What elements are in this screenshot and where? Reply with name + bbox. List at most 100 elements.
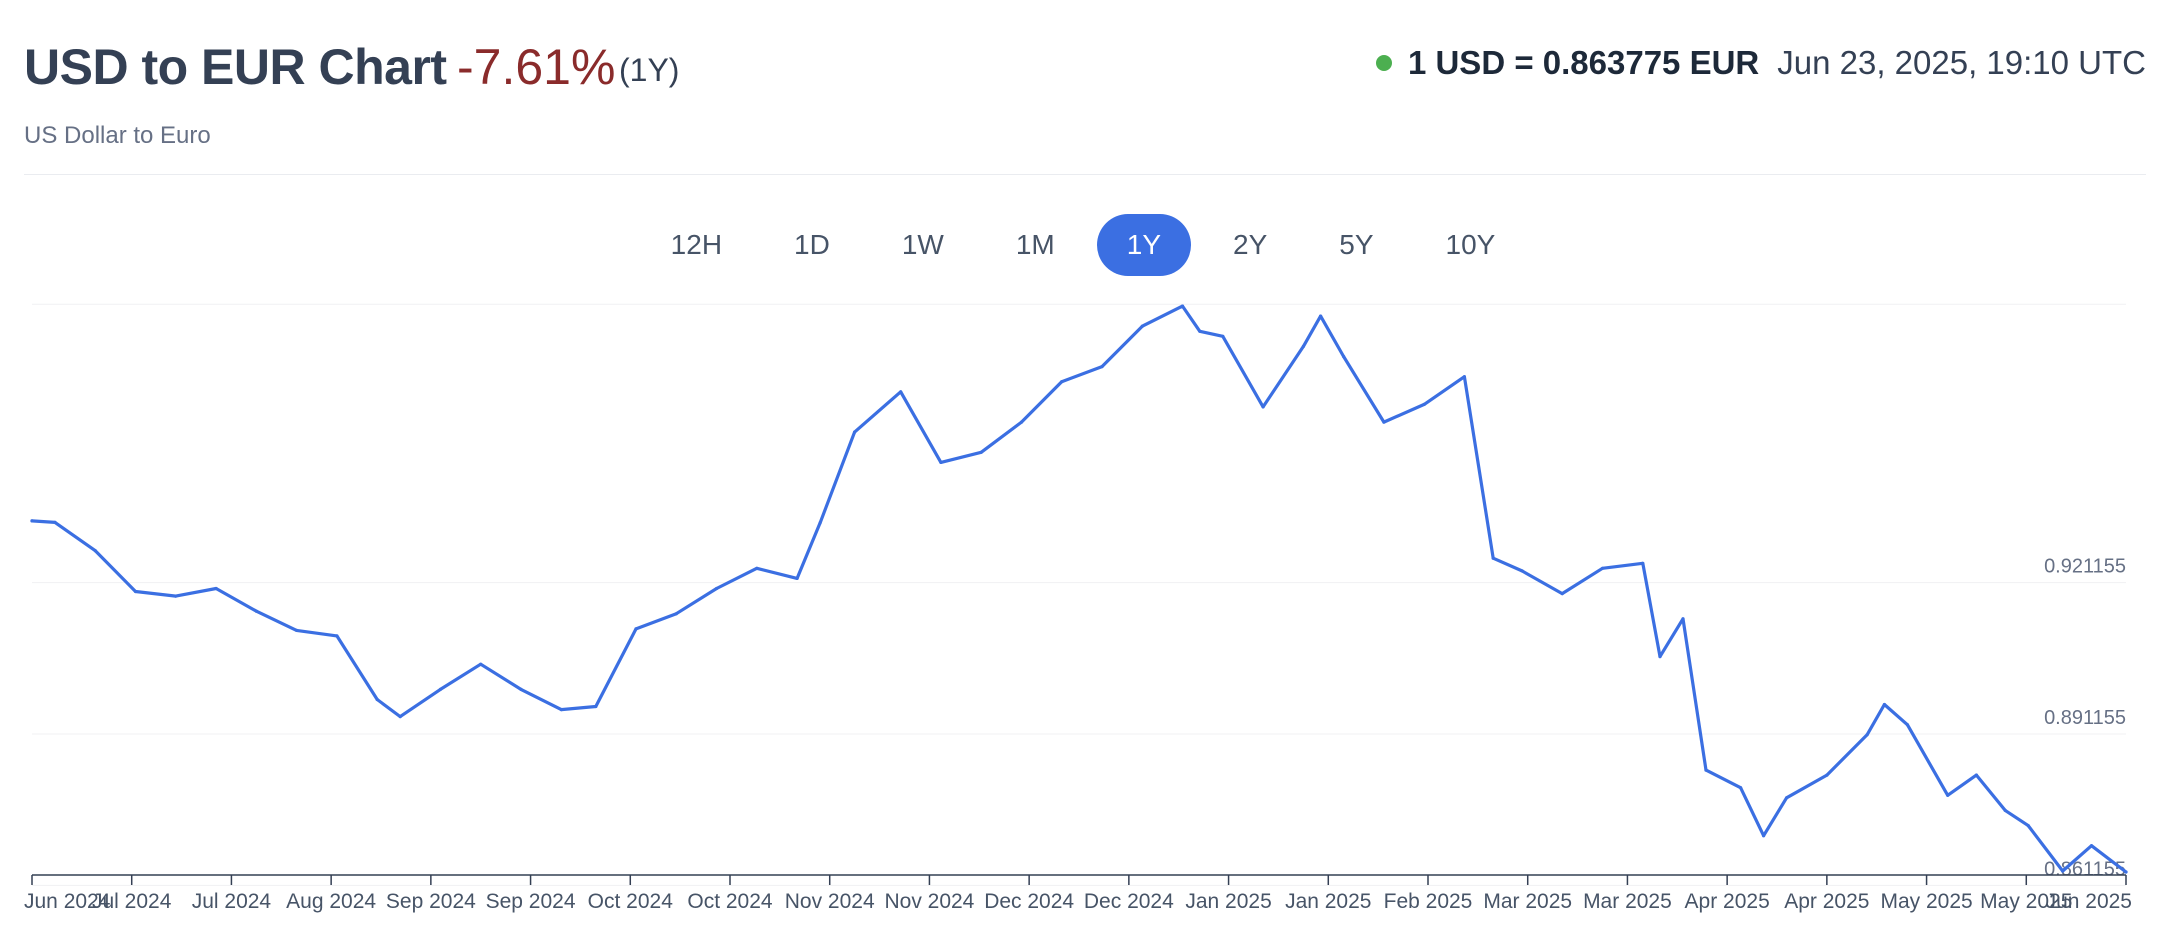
x-tick-label: Oct 2024: [588, 890, 674, 913]
tab-1m[interactable]: 1M: [1015, 229, 1055, 260]
data-point: [1882, 702, 1886, 707]
data-point: [1600, 566, 1605, 570]
x-tick-label: Sep 2024: [486, 890, 576, 913]
data-point: [2003, 808, 2007, 812]
data-point: [1865, 733, 1869, 737]
x-tick-label: Jan 2025: [1185, 890, 1271, 913]
x-tick-label: May 2025: [1880, 890, 1972, 913]
data-point: [559, 708, 563, 712]
data-point: [93, 549, 97, 553]
data-point: [1974, 773, 1978, 777]
data-point: [2061, 869, 2065, 873]
data-point: [1422, 402, 1426, 406]
tab-5y[interactable]: 5Y: [1339, 229, 1374, 260]
data-point: [1019, 420, 1024, 424]
data-point: [1491, 556, 1495, 560]
data-point: [1704, 768, 1708, 772]
change-period: (1Y): [619, 52, 680, 88]
x-tick-label: Sep 2024: [386, 890, 476, 913]
percent-change: -7.61%: [457, 39, 616, 95]
data-point: [1825, 773, 1829, 777]
header-divider: [24, 174, 2146, 175]
tab-1d[interactable]: 1D: [794, 229, 830, 260]
data-point: [1221, 334, 1225, 338]
data-point: [1060, 380, 1064, 384]
tab-12h[interactable]: 12H: [670, 229, 723, 260]
data-point: [755, 566, 759, 570]
data-point: [214, 586, 218, 591]
x-tick-label: Mar 2025: [1483, 890, 1572, 913]
data-point: [939, 460, 943, 464]
x-tick-label: Aug 2024: [286, 890, 376, 913]
x-tick-label: Dec 2024: [1084, 890, 1174, 913]
tab-10y[interactable]: 10Y: [1445, 229, 1496, 260]
data-point: [674, 612, 678, 616]
data-point: [979, 450, 983, 454]
data-point: [1785, 796, 1789, 800]
data-point: [1739, 786, 1743, 790]
data-point: [1382, 420, 1386, 424]
x-tick-label: Jun 2024: [24, 890, 111, 913]
data-point: [1180, 304, 1185, 308]
page-title: USD to EUR Chart: [24, 39, 447, 95]
data-point: [1762, 834, 1766, 838]
data-point: [1641, 561, 1645, 565]
x-tick-label: Nov 2024: [785, 890, 875, 913]
data-point: [438, 687, 442, 691]
data-point: [479, 662, 483, 666]
data-point: [1658, 655, 1662, 659]
data-point: [1100, 365, 1104, 369]
y-tick-label: 0.891155: [2044, 707, 2126, 729]
data-point: [1198, 329, 1202, 333]
data-point: [818, 521, 822, 525]
y-tick-label: 0.921155: [2044, 556, 2126, 578]
tab-1w[interactable]: 1W: [901, 229, 944, 260]
data-point: [53, 520, 57, 524]
data-point: [1520, 569, 1524, 573]
live-status-dot-icon: [1375, 55, 1392, 71]
data-point: [295, 628, 299, 632]
current-rate: 1 USD = 0.863775 EUR Jun 23, 2025, 19:10…: [1375, 44, 2146, 82]
rate-line-series: [30, 304, 2128, 874]
data-point: [375, 697, 379, 702]
data-point: [1560, 592, 1564, 596]
data-point: [1946, 793, 1950, 797]
x-tick-label: Jul 2024: [92, 890, 172, 913]
data-point: [398, 715, 402, 719]
x-tick-label: Feb 2025: [1384, 890, 1473, 913]
data-point: [1462, 375, 1466, 379]
range-tabs: 12H 1D 1W 1M 1Y 2Y 5Y 10Y: [0, 214, 2166, 276]
x-tick-label: Dec 2024: [984, 890, 1074, 913]
x-tick-label: Oct 2024: [687, 890, 773, 913]
rate-value: 1 USD = 0.863775 EUR: [1407, 44, 1760, 81]
page-subtitle: US Dollar to Euro: [24, 122, 211, 149]
data-point: [1301, 344, 1305, 348]
data-point: [899, 390, 903, 394]
data-point: [1140, 324, 1144, 328]
x-tick-label: Nov 2024: [884, 890, 974, 913]
data-point: [594, 704, 598, 709]
x-tick-label: Apr 2025: [1784, 890, 1869, 913]
x-tick-label: May 2025: [1980, 890, 2072, 913]
data-point: [30, 519, 34, 523]
tab-1y[interactable]: 1Y: [1096, 214, 1191, 276]
data-point: [519, 687, 523, 691]
data-point: [1261, 405, 1265, 409]
tab-2y[interactable]: 2Y: [1233, 229, 1268, 260]
data-point: [1905, 723, 1909, 727]
chart-header: USD to EUR Chart -7.61% (1Y) US Dollar t…: [24, 30, 2146, 150]
x-tick-label: Apr 2025: [1685, 890, 1770, 913]
data-point: [853, 430, 857, 434]
data-point: [795, 576, 799, 580]
x-tick-label: Jul 2024: [192, 890, 272, 913]
data-point: [2124, 870, 2128, 874]
data-point: [715, 586, 719, 591]
data-point: [254, 609, 258, 613]
data-point: [174, 594, 178, 598]
x-tick-label: Jan 2025: [1285, 890, 1371, 913]
data-point: [1681, 617, 1685, 621]
data-point: [2026, 824, 2030, 828]
data-point: [2089, 844, 2094, 848]
rate-timestamp: Jun 23, 2025, 19:10 UTC: [1777, 44, 2146, 81]
